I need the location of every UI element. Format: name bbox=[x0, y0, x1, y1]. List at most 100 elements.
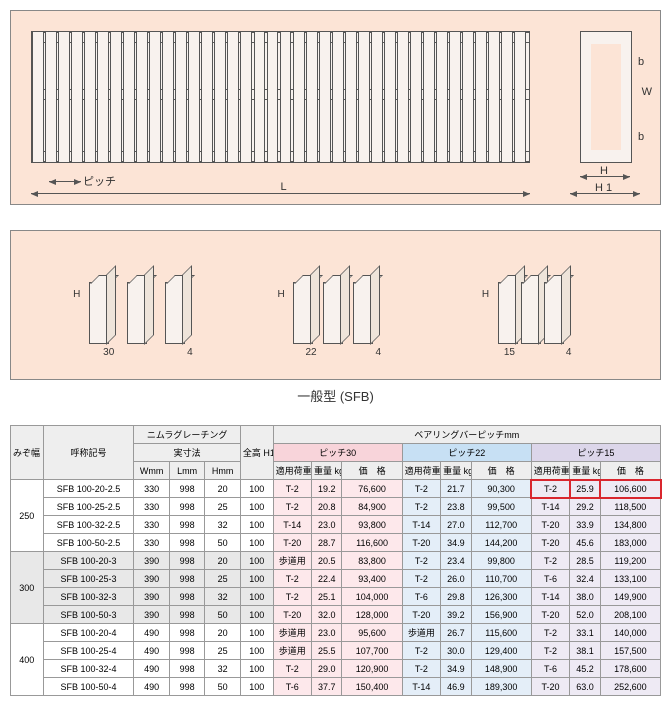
cell-price22: 148,900 bbox=[471, 660, 531, 678]
cell-price22: 156,900 bbox=[471, 606, 531, 624]
top-diagram-panel: // placeholder – bars generated below af… bbox=[10, 10, 661, 205]
cell-load22: T-2 bbox=[402, 642, 440, 660]
cell-price30: 104,000 bbox=[342, 588, 402, 606]
cell-price30: 84,900 bbox=[342, 498, 402, 516]
cell-wt15: 45.6 bbox=[570, 534, 600, 552]
cell-h: 20 bbox=[205, 480, 241, 498]
cell-load15: T-2 bbox=[531, 552, 569, 570]
h-tiny-3: H bbox=[482, 289, 489, 300]
cell-price22: 144,200 bbox=[471, 534, 531, 552]
th-load30: 適用荷重 側溝 bbox=[273, 462, 311, 480]
cell-model: SFB 100-25-4 bbox=[43, 642, 134, 660]
cell-load22: T-2 bbox=[402, 498, 440, 516]
cell-model: SFB 100-20-2.5 bbox=[43, 480, 134, 498]
th-hmm: Hmm bbox=[205, 462, 241, 480]
table-row: SFB 100-32-2.533099832100T-1423.093,800T… bbox=[11, 516, 661, 534]
cell-h: 20 bbox=[205, 624, 241, 642]
cell-price30: 76,600 bbox=[342, 480, 402, 498]
cell-h: 50 bbox=[205, 534, 241, 552]
cell-load22: T-2 bbox=[402, 552, 440, 570]
cell-h: 32 bbox=[205, 588, 241, 606]
cell-price15: 183,000 bbox=[600, 534, 660, 552]
cell-h1: 100 bbox=[240, 624, 273, 642]
cell-load30: T-2 bbox=[273, 570, 311, 588]
cell-price22: 99,500 bbox=[471, 498, 531, 516]
cell-wt15: 38.1 bbox=[570, 642, 600, 660]
cell-wt22: 26.7 bbox=[441, 624, 471, 642]
cell-h1: 100 bbox=[240, 660, 273, 678]
cell-load22: T-2 bbox=[402, 660, 440, 678]
table-head: みぞ幅 mm 呼称記号 ニムラグレーチング 全高 H1 mm ベアリングバーピッ… bbox=[11, 426, 661, 480]
th-wt15: 重量 kg bbox=[570, 462, 600, 480]
table-row: SFB 100-32-339099832100T-225.1104,000T-6… bbox=[11, 588, 661, 606]
table-row: SFB 100-50-339099850100T-2032.0128,000T-… bbox=[11, 606, 661, 624]
cell-load22: T-2 bbox=[402, 570, 440, 588]
cell-load22: T-2 bbox=[402, 480, 440, 498]
cell-price15: 252,600 bbox=[600, 678, 660, 696]
cell-price30: 93,400 bbox=[342, 570, 402, 588]
cell-model: SFB 100-50-3 bbox=[43, 606, 134, 624]
cell-model: SFB 100-32-4 bbox=[43, 660, 134, 678]
cell-load30: T-14 bbox=[273, 516, 311, 534]
w-label: W bbox=[642, 86, 652, 98]
th-pitch15: ピッチ15 bbox=[531, 444, 660, 462]
cell-h: 32 bbox=[205, 516, 241, 534]
cell-price30: 93,800 bbox=[342, 516, 402, 534]
cell-model: SFB 100-50-2.5 bbox=[43, 534, 134, 552]
cell-price30: 83,800 bbox=[342, 552, 402, 570]
cell-w: 490 bbox=[134, 678, 170, 696]
cell-wt15: 63.0 bbox=[570, 678, 600, 696]
cell-load30: T-20 bbox=[273, 534, 311, 552]
grating-outline: // placeholder – bars generated below af… bbox=[31, 31, 530, 163]
th-load22: 適用荷重 側溝 bbox=[402, 462, 440, 480]
cell-load30: 歩道用 bbox=[273, 552, 311, 570]
cell-price30: 128,000 bbox=[342, 606, 402, 624]
cell-wt22: 39.2 bbox=[441, 606, 471, 624]
cell-h1: 100 bbox=[240, 642, 273, 660]
cell-wt30: 28.7 bbox=[312, 534, 342, 552]
cell-l: 998 bbox=[169, 498, 205, 516]
table-row: SFB 100-25-449099825100歩道用25.5107,700T-2… bbox=[11, 642, 661, 660]
cell-wt30: 29.0 bbox=[312, 660, 342, 678]
cell-wt30: 25.1 bbox=[312, 588, 342, 606]
cell-wt30: 20.8 bbox=[312, 498, 342, 516]
cell-load30: T-2 bbox=[273, 660, 311, 678]
cell-l: 998 bbox=[169, 552, 205, 570]
cell-w: 490 bbox=[134, 624, 170, 642]
cell-h1: 100 bbox=[240, 570, 273, 588]
side-bracket bbox=[580, 31, 632, 163]
cell-model: SFB 100-25-2.5 bbox=[43, 498, 134, 516]
cell-wt15: 29.2 bbox=[570, 498, 600, 516]
l-label: L bbox=[281, 181, 287, 193]
cell-wt22: 30.0 bbox=[441, 642, 471, 660]
table-row: 400SFB 100-20-449099820100歩道用23.095,600歩… bbox=[11, 624, 661, 642]
bar-group-30: H 30 4 bbox=[79, 259, 199, 344]
cell-h: 25 bbox=[205, 642, 241, 660]
cell-wt22: 27.0 bbox=[441, 516, 471, 534]
pitch-30: 30 bbox=[103, 347, 114, 358]
cell-price22: 112,700 bbox=[471, 516, 531, 534]
mid-caption: 一般型 (SFB) bbox=[10, 386, 661, 405]
cell-wt15: 33.1 bbox=[570, 624, 600, 642]
cell-price15: 157,500 bbox=[600, 642, 660, 660]
th-lmm: Lmm bbox=[169, 462, 205, 480]
cell-load15: T-6 bbox=[531, 660, 569, 678]
cell-price30: 116,600 bbox=[342, 534, 402, 552]
cell-model: SFB 100-32-3 bbox=[43, 588, 134, 606]
cell-wt30: 32.0 bbox=[312, 606, 342, 624]
cell-price22: 90,300 bbox=[471, 480, 531, 498]
w4-2: 4 bbox=[375, 347, 381, 358]
b-label-1: b bbox=[638, 56, 644, 68]
cell-price30: 95,600 bbox=[342, 624, 402, 642]
cell-mizo: 250 bbox=[11, 480, 44, 552]
cell-w: 490 bbox=[134, 660, 170, 678]
cell-h: 25 bbox=[205, 498, 241, 516]
h-label: H bbox=[600, 165, 608, 177]
cell-wt30: 37.7 bbox=[312, 678, 342, 696]
cell-h1: 100 bbox=[240, 534, 273, 552]
cell-price15: 140,000 bbox=[600, 624, 660, 642]
b-label-2: b bbox=[638, 131, 644, 143]
cell-price15: 133,100 bbox=[600, 570, 660, 588]
cell-l: 998 bbox=[169, 606, 205, 624]
cell-mizo: 300 bbox=[11, 552, 44, 624]
